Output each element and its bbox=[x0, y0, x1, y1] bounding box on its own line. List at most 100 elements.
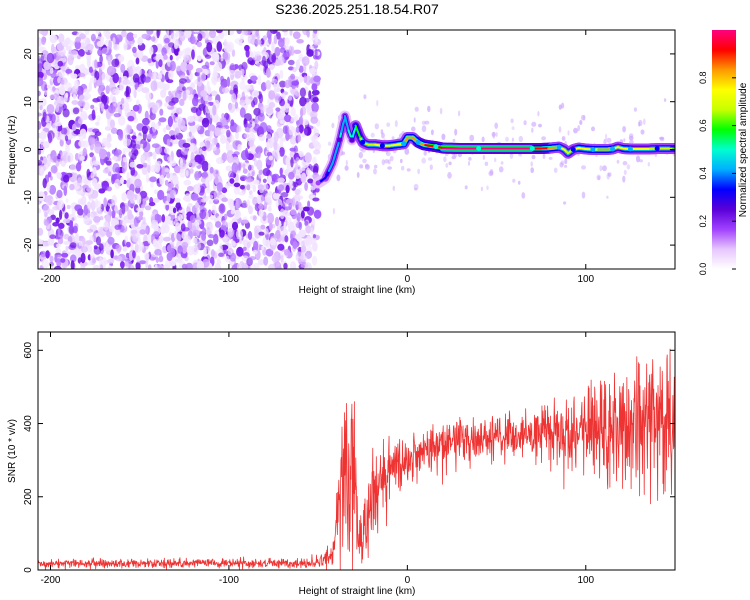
noise-speckle bbox=[75, 162, 82, 172]
snr-series-line bbox=[38, 348, 675, 570]
noise-speckle bbox=[131, 135, 137, 140]
noise-speckle bbox=[469, 134, 475, 142]
noise-speckle bbox=[311, 89, 320, 96]
noise-speckle bbox=[178, 162, 187, 170]
noise-speckle bbox=[211, 145, 217, 151]
noise-speckle bbox=[160, 225, 166, 235]
noise-speckle bbox=[491, 131, 496, 137]
noise-speckle bbox=[94, 140, 101, 147]
noise-speckle bbox=[116, 87, 121, 94]
noise-speckle bbox=[82, 147, 88, 157]
noise-speckle bbox=[558, 104, 562, 110]
noise-speckle bbox=[386, 122, 391, 127]
noise-speckle bbox=[98, 188, 106, 194]
noise-speckle bbox=[279, 167, 283, 176]
noise-speckle bbox=[272, 52, 277, 64]
noise-speckle bbox=[311, 255, 318, 266]
noise-speckle bbox=[112, 156, 118, 161]
noise-speckle bbox=[298, 229, 306, 238]
colorbar-tick-label: 0.2 bbox=[698, 215, 708, 228]
noise-speckle bbox=[172, 207, 177, 214]
noise-speckle bbox=[152, 151, 157, 160]
noise-speckle bbox=[190, 137, 197, 145]
noise-speckle bbox=[43, 157, 51, 166]
noise-speckle bbox=[606, 195, 609, 199]
noise-speckle bbox=[141, 164, 148, 175]
noise-speckle bbox=[310, 227, 314, 236]
noise-speckle bbox=[204, 54, 212, 59]
noise-speckle bbox=[187, 130, 195, 140]
ridge-point bbox=[401, 141, 407, 147]
noise-speckle bbox=[285, 217, 292, 225]
noise-speckle bbox=[211, 204, 217, 215]
noise-speckle bbox=[413, 183, 419, 191]
y-tick-label: 10 bbox=[23, 96, 34, 108]
noise-speckle bbox=[292, 31, 301, 40]
noise-speckle bbox=[245, 162, 249, 167]
noise-speckle bbox=[58, 70, 65, 79]
noise-speckle bbox=[452, 138, 456, 143]
noise-speckle bbox=[74, 204, 83, 212]
noise-speckle bbox=[252, 184, 257, 193]
noise-speckle bbox=[175, 54, 180, 61]
noise-speckle bbox=[218, 203, 226, 214]
noise-speckle bbox=[558, 126, 562, 133]
noise-speckle bbox=[168, 48, 172, 56]
noise-speckle bbox=[159, 108, 164, 116]
noise-speckle bbox=[141, 204, 145, 209]
noise-speckle bbox=[132, 73, 140, 83]
noise-speckle bbox=[63, 233, 70, 240]
noise-speckle bbox=[86, 59, 91, 67]
noise-speckle bbox=[43, 218, 47, 226]
noise-speckle bbox=[247, 57, 254, 65]
noise-speckle bbox=[93, 246, 102, 255]
noise-speckle bbox=[185, 89, 190, 96]
noise-speckle bbox=[260, 224, 266, 230]
noise-speckle bbox=[523, 120, 527, 126]
noise-speckle bbox=[195, 147, 202, 152]
noise-speckle bbox=[225, 165, 233, 172]
noise-speckle bbox=[71, 73, 78, 79]
noise-speckle bbox=[238, 162, 242, 171]
spectrogram-y-label: Frequency (Hz) bbox=[7, 116, 18, 185]
noise-speckle bbox=[279, 47, 286, 54]
noise-speckle bbox=[182, 86, 186, 92]
noise-speckle bbox=[312, 156, 317, 165]
noise-speckle bbox=[314, 48, 318, 59]
noise-speckle bbox=[230, 119, 235, 127]
noise-speckle bbox=[246, 241, 251, 249]
noise-speckle bbox=[247, 231, 253, 240]
noise-speckle bbox=[90, 104, 95, 109]
noise-speckle bbox=[60, 79, 65, 85]
ridge-point bbox=[610, 146, 615, 152]
y-tick-label: 200 bbox=[23, 488, 34, 505]
noise-speckle bbox=[253, 179, 260, 185]
noise-speckle bbox=[92, 160, 100, 166]
noise-speckle bbox=[314, 60, 319, 70]
noise-speckle bbox=[441, 133, 446, 140]
noise-speckle bbox=[279, 208, 285, 220]
noise-speckle bbox=[130, 229, 138, 235]
noise-speckle bbox=[126, 190, 135, 201]
x-tick-label: 0 bbox=[405, 575, 411, 586]
spectrogram-plot-area bbox=[38, 30, 675, 269]
noise-speckle bbox=[306, 49, 314, 57]
noise-speckle bbox=[581, 191, 586, 199]
noise-speckle bbox=[374, 123, 379, 130]
noise-speckle bbox=[65, 198, 69, 204]
x-tick-label: 0 bbox=[405, 274, 411, 285]
noise-speckle bbox=[663, 98, 667, 102]
noise-speckle bbox=[107, 258, 115, 264]
noise-speckle bbox=[112, 72, 119, 84]
noise-speckle bbox=[385, 151, 391, 157]
noise-speckle bbox=[193, 30, 200, 33]
noise-speckle bbox=[336, 174, 341, 182]
noise-speckle bbox=[261, 245, 265, 251]
noise-speckle bbox=[154, 264, 158, 269]
noise-speckle bbox=[305, 225, 311, 234]
noise-speckle bbox=[46, 181, 51, 192]
noise-speckle bbox=[242, 168, 248, 174]
noise-speckle bbox=[91, 178, 98, 187]
noise-speckle bbox=[125, 241, 131, 248]
noise-speckle bbox=[69, 242, 77, 249]
